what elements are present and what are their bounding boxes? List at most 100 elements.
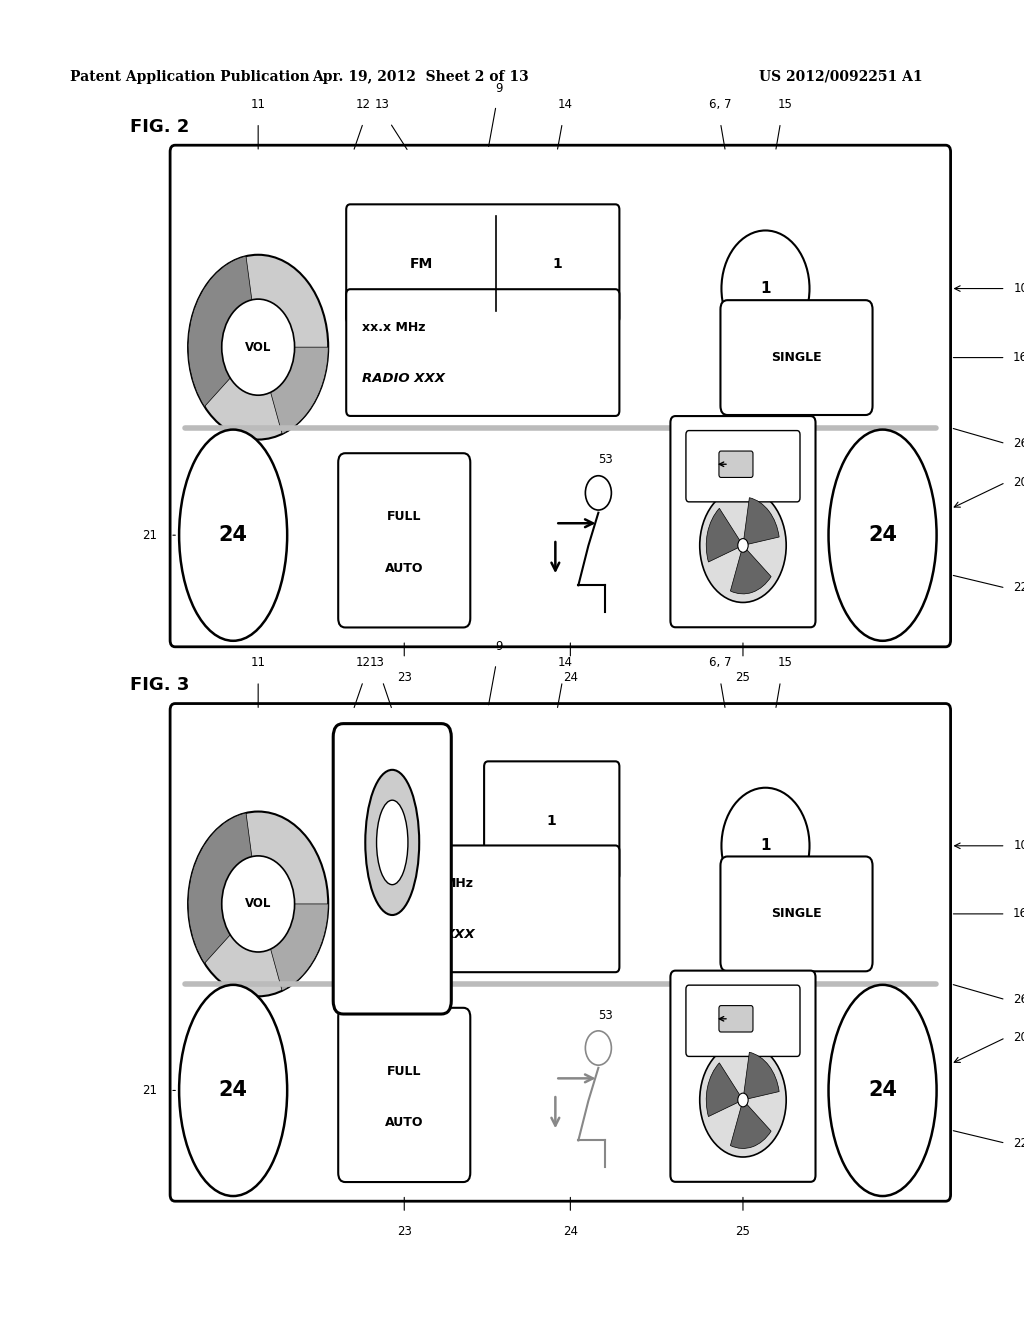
Text: AUTO: AUTO: [385, 1117, 424, 1130]
Wedge shape: [707, 508, 743, 562]
Circle shape: [586, 475, 611, 510]
Text: 25: 25: [735, 1225, 751, 1238]
Circle shape: [722, 788, 810, 904]
Text: 16: 16: [1013, 351, 1024, 364]
Text: 12: 12: [355, 98, 371, 111]
Text: 20: 20: [1013, 477, 1024, 488]
Text: Patent Application Publication: Patent Application Publication: [70, 70, 309, 83]
Circle shape: [188, 255, 329, 440]
Circle shape: [699, 488, 786, 602]
Text: 25: 25: [735, 671, 751, 684]
Text: 15: 15: [778, 656, 793, 669]
Text: FULL: FULL: [387, 511, 422, 524]
Text: 53: 53: [598, 453, 612, 466]
Ellipse shape: [828, 429, 937, 640]
Text: 6, 7: 6, 7: [710, 98, 732, 111]
Text: 24: 24: [563, 671, 578, 684]
FancyBboxPatch shape: [671, 970, 815, 1181]
Text: 15: 15: [778, 98, 793, 111]
Text: 22: 22: [1013, 1137, 1024, 1150]
Text: 21: 21: [142, 1084, 158, 1097]
FancyBboxPatch shape: [719, 1006, 753, 1032]
Wedge shape: [188, 256, 258, 407]
Text: 14: 14: [557, 98, 572, 111]
Text: 10: 10: [1013, 840, 1024, 853]
Text: 22: 22: [1013, 582, 1024, 594]
Text: 23: 23: [397, 671, 412, 684]
Text: FULL: FULL: [387, 1065, 422, 1078]
Text: 6, 7: 6, 7: [710, 656, 732, 669]
Text: 13: 13: [370, 656, 385, 669]
Text: Apr. 19, 2012  Sheet 2 of 13: Apr. 19, 2012 Sheet 2 of 13: [312, 70, 528, 83]
Wedge shape: [743, 1052, 779, 1100]
FancyBboxPatch shape: [686, 430, 800, 502]
FancyBboxPatch shape: [721, 857, 872, 972]
Text: FM: FM: [411, 256, 433, 271]
Text: RADIO XXX: RADIO XXX: [362, 372, 445, 384]
FancyBboxPatch shape: [338, 1007, 470, 1181]
Circle shape: [699, 1043, 786, 1158]
Text: XXX: XXX: [444, 928, 475, 941]
Circle shape: [737, 1093, 749, 1107]
FancyBboxPatch shape: [721, 300, 872, 414]
Text: MHz: MHz: [444, 876, 474, 890]
FancyBboxPatch shape: [719, 451, 753, 478]
FancyBboxPatch shape: [671, 416, 815, 627]
Wedge shape: [258, 904, 329, 991]
Wedge shape: [188, 813, 258, 964]
Ellipse shape: [377, 800, 408, 884]
Text: 9: 9: [495, 640, 503, 653]
Text: 11: 11: [251, 98, 265, 111]
Text: 14: 14: [557, 656, 572, 669]
FancyBboxPatch shape: [170, 145, 950, 647]
Text: AUTO: AUTO: [385, 562, 424, 576]
Text: 24: 24: [868, 1081, 897, 1101]
FancyBboxPatch shape: [333, 723, 452, 1014]
Text: 1: 1: [547, 813, 557, 828]
Text: 26: 26: [1013, 437, 1024, 450]
Text: VOL: VOL: [245, 898, 271, 911]
Text: SINGLE: SINGLE: [771, 351, 822, 364]
Text: 16: 16: [1013, 907, 1024, 920]
Text: 24: 24: [219, 525, 248, 545]
FancyBboxPatch shape: [432, 846, 620, 973]
Text: 24: 24: [563, 1225, 578, 1238]
Text: 1: 1: [760, 838, 771, 853]
Text: 10: 10: [1013, 282, 1024, 296]
FancyBboxPatch shape: [346, 205, 620, 323]
Text: 12: 12: [355, 656, 371, 669]
FancyBboxPatch shape: [686, 985, 800, 1056]
Circle shape: [188, 812, 329, 997]
Text: US 2012/0092251 A1: US 2012/0092251 A1: [759, 70, 923, 83]
Text: 26: 26: [1013, 993, 1024, 1006]
Ellipse shape: [828, 985, 937, 1196]
Circle shape: [737, 539, 749, 552]
Text: 13: 13: [375, 98, 389, 111]
Circle shape: [722, 231, 810, 347]
Text: 53: 53: [598, 1008, 612, 1022]
FancyBboxPatch shape: [484, 762, 620, 880]
Circle shape: [222, 855, 295, 952]
FancyBboxPatch shape: [338, 453, 470, 627]
Circle shape: [586, 1031, 611, 1065]
Circle shape: [222, 300, 295, 395]
Ellipse shape: [366, 770, 419, 915]
Wedge shape: [730, 545, 771, 594]
Ellipse shape: [179, 985, 287, 1196]
Text: 9: 9: [495, 82, 503, 95]
Wedge shape: [730, 1100, 771, 1148]
Wedge shape: [707, 1063, 743, 1117]
Text: 21: 21: [142, 529, 158, 541]
Text: 24: 24: [868, 525, 897, 545]
Text: 1: 1: [552, 256, 562, 271]
Text: xx.x MHz: xx.x MHz: [362, 321, 426, 334]
Text: VOL: VOL: [245, 341, 271, 354]
Ellipse shape: [179, 429, 287, 640]
Text: FIG. 2: FIG. 2: [130, 117, 189, 136]
Text: 24: 24: [219, 1081, 248, 1101]
FancyBboxPatch shape: [346, 289, 620, 416]
Text: 20: 20: [1013, 1031, 1024, 1044]
Text: 1: 1: [760, 281, 771, 296]
FancyBboxPatch shape: [170, 704, 950, 1201]
Text: 23: 23: [397, 1225, 412, 1238]
